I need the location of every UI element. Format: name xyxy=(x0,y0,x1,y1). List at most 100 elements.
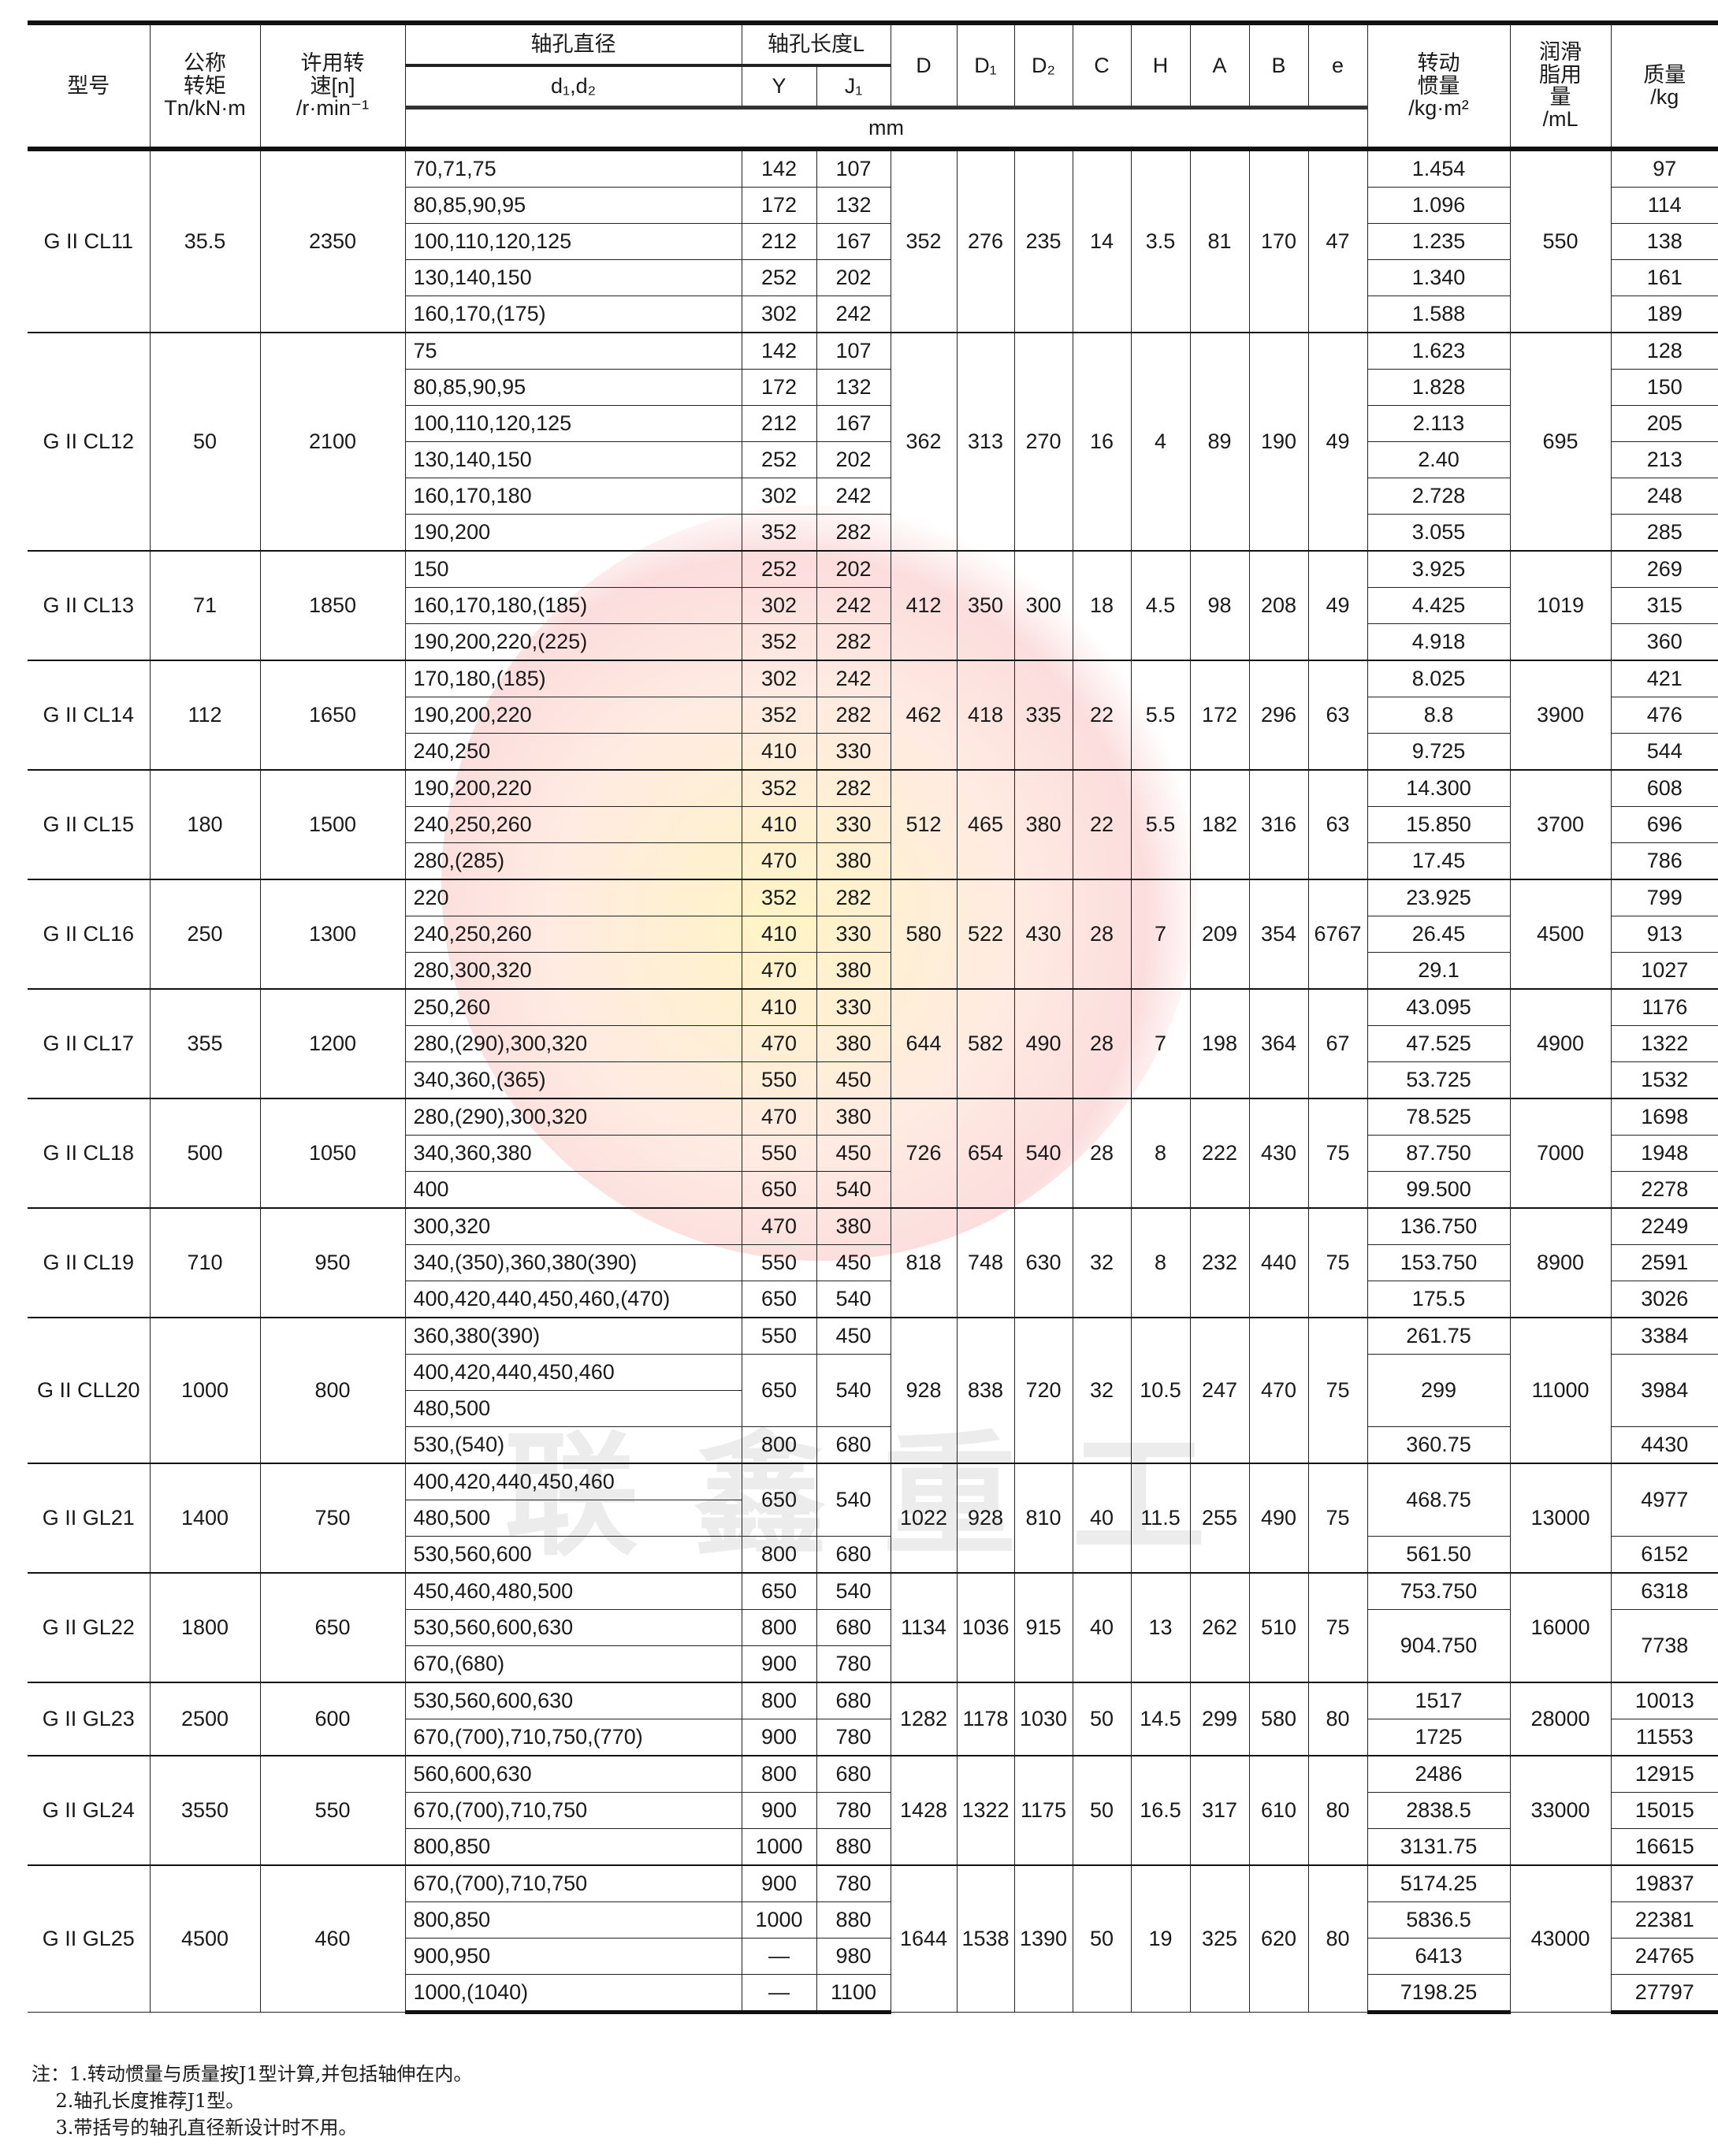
model-cell: G II CL18 xyxy=(28,1098,151,1209)
dim-A-cell: 81 xyxy=(1189,148,1250,333)
bore-diameter-cell: 340,360,380 xyxy=(404,1135,742,1172)
bore-length-j1-cell: 680 xyxy=(816,1755,891,1793)
bore-length-y-cell: 650 xyxy=(741,1572,817,1610)
header-mass-label: 质量 xyxy=(1643,62,1686,87)
mass-cell: 1176 xyxy=(1610,988,1718,1026)
dim-D-cell: 512 xyxy=(890,769,958,880)
table-row: G II CLL20 1000 800 360,380(390) 550 450 928 83… xyxy=(28,1317,1718,1464)
mass-cell: 360 xyxy=(1610,623,1718,661)
model-cell: G II CL16 xyxy=(28,879,151,990)
header-Y: Y xyxy=(741,64,817,108)
mass-cell: 1698 xyxy=(1610,1098,1718,1136)
speed-cell: 950 xyxy=(259,1207,406,1318)
bore-length-y-cell: 900 xyxy=(741,1792,817,1829)
bore-length-j1-cell: 540 xyxy=(816,1572,891,1610)
bore-length-j1-cell: 202 xyxy=(816,441,891,478)
table-row: 480,500 xyxy=(28,1500,1718,1537)
bore-length-y-cell: 470 xyxy=(741,1025,817,1062)
dim-D-cell: 1282 xyxy=(890,1682,958,1756)
dim-C-cell: 16 xyxy=(1072,332,1132,552)
inertia-cell: 360.75 xyxy=(1367,1426,1511,1464)
inertia-cell: 47.525 xyxy=(1367,1025,1511,1062)
mass-cell: 2278 xyxy=(1610,1171,1718,1209)
table-row: G II GL24 3550 550 560,600,630 800 680 1428 132… xyxy=(28,1755,1718,1866)
mass-cell: 913 xyxy=(1610,916,1718,953)
bore-length-y-cell: 410 xyxy=(741,988,817,1026)
bore-length-j1-cell: 380 xyxy=(816,1025,891,1062)
header-grease: 润滑脂用量/mL xyxy=(1509,20,1612,151)
torque-cell: 355 xyxy=(149,988,261,1099)
bore-diameter-cell: 670,(700),710,750 xyxy=(404,1864,742,1902)
bore-diameter-cell: 530,560,600,630 xyxy=(404,1682,742,1719)
header-bore-len: 轴孔长度L xyxy=(741,20,891,66)
dim-A-cell: 325 xyxy=(1189,1864,1250,2013)
header-torque: 公称转矩 Tn/kN·m xyxy=(149,20,261,151)
bore-length-y-cell: 650 xyxy=(741,1171,817,1209)
dim-B-cell: 430 xyxy=(1248,1098,1309,1209)
header-d1d2: d₁,d₂ xyxy=(404,64,742,108)
mass-cell: 10013 xyxy=(1610,1682,1718,1719)
dim-e-cell: 75 xyxy=(1307,1572,1368,1683)
mass-cell: 128 xyxy=(1610,332,1718,370)
bore-length-j1-cell: 880 xyxy=(816,1828,891,1866)
bore-diameter-cell: 800,850 xyxy=(404,1828,742,1866)
dim-D-cell: 1644 xyxy=(890,1864,958,2013)
dim-e-cell: 47 xyxy=(1307,148,1368,333)
table-row: 340,360,(365) 550 450 53.725 1532 xyxy=(28,1061,1718,1099)
bore-length-y-cell: 172 xyxy=(741,187,817,224)
torque-cell: 4500 xyxy=(149,1864,261,2013)
bore-length-j1-cell: 282 xyxy=(816,623,891,661)
inertia-cell: 99.500 xyxy=(1367,1171,1511,1209)
inertia-cell: 26.45 xyxy=(1367,916,1511,953)
bore-diameter-cell: 250,260 xyxy=(404,988,742,1026)
model-cell: G II GL24 xyxy=(28,1755,151,1866)
bore-diameter-cell: 190,200,220 xyxy=(404,697,742,734)
torque-cell: 112 xyxy=(149,660,261,771)
speed-cell: 800 xyxy=(259,1317,406,1464)
bore-length-y-cell: 550 xyxy=(741,1061,817,1099)
note-3: 3.带括号的轴孔直径新设计时不用。 xyxy=(32,2117,358,2139)
bore-length-y-cell: 470 xyxy=(741,952,817,990)
dim-e-cell: 80 xyxy=(1307,1864,1368,2013)
model-cell: G II GL22 xyxy=(28,1572,151,1683)
dim-e-cell: 80 xyxy=(1307,1682,1368,1756)
bore-length-y-cell: 410 xyxy=(741,916,817,953)
inertia-cell: 4.425 xyxy=(1367,587,1511,624)
mass-cell: 138 xyxy=(1610,223,1718,260)
bore-diameter-cell: 240,250,260 xyxy=(404,916,742,953)
bore-diameter-cell: 190,200,220 xyxy=(404,769,742,807)
table-row: 240,250,260 410 330 15.850 696 xyxy=(28,806,1718,843)
dim-e-cell: 49 xyxy=(1307,332,1368,552)
dim-D-cell: 352 xyxy=(890,148,958,333)
dim-D2-cell: 630 xyxy=(1013,1207,1073,1318)
model-cell: G II GL23 xyxy=(28,1682,151,1756)
bore-length-j1-cell: 132 xyxy=(816,187,891,224)
header-torque-unit: Tn/kN·m xyxy=(164,96,246,121)
inertia-cell: 15.850 xyxy=(1367,806,1511,843)
bore-diameter-cell: 530,560,600 xyxy=(404,1536,742,1574)
dim-D-cell: 818 xyxy=(890,1207,958,1318)
bore-length-j1-cell: 450 xyxy=(816,1135,891,1172)
mass-cell: 4977 xyxy=(1610,1463,1718,1537)
inertia-cell: 29.1 xyxy=(1367,952,1511,990)
bore-length-j1-cell: 780 xyxy=(816,1864,891,1902)
bore-length-j1-cell: 167 xyxy=(816,405,891,442)
mass-cell: 19837 xyxy=(1610,1864,1718,1902)
dim-C-cell: 22 xyxy=(1072,660,1132,771)
bore-length-j1-cell: 880 xyxy=(816,1901,891,1939)
dim-B-cell: 170 xyxy=(1248,148,1309,333)
dim-D2-cell: 1175 xyxy=(1013,1755,1073,1866)
header-inertia-unit: /kg·m² xyxy=(1408,96,1469,121)
dim-D2-cell: 430 xyxy=(1013,879,1073,990)
mass-cell: 1027 xyxy=(1610,952,1718,990)
grease-cell: 43000 xyxy=(1509,1864,1612,2013)
table-row: 190,200,220,(225) 352 282 4.918 360 xyxy=(28,623,1718,661)
dim-D1-cell: 313 xyxy=(956,332,1015,552)
bore-length-y-cell: 302 xyxy=(741,660,817,697)
dim-B-cell: 470 xyxy=(1248,1317,1309,1464)
grease-cell: 550 xyxy=(1509,148,1612,333)
inertia-cell: 1.096 xyxy=(1367,187,1511,224)
table-row: 160,170,180 302 242 2.728 248 xyxy=(28,478,1718,515)
table-row: G II GL23 2500 600 530,560,600,630 800 680 128… xyxy=(28,1682,1718,1756)
bore-length-y-cell: 172 xyxy=(741,369,817,406)
